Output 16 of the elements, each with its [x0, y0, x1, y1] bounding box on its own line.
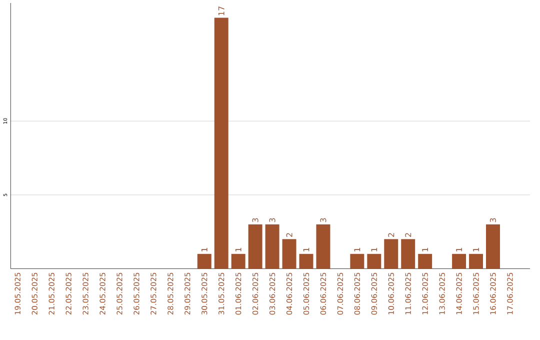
bar [248, 224, 262, 269]
bar [299, 254, 314, 269]
bar [214, 18, 228, 269]
bar [384, 239, 398, 269]
bar [401, 239, 416, 269]
bar [282, 239, 296, 269]
bar [486, 224, 500, 269]
bar [350, 254, 364, 269]
bar [452, 254, 466, 269]
bar [265, 224, 280, 269]
bar [231, 254, 246, 269]
bar [367, 254, 382, 269]
bar [469, 254, 484, 269]
bar [418, 254, 432, 269]
bar [197, 254, 212, 269]
bar [316, 224, 330, 269]
